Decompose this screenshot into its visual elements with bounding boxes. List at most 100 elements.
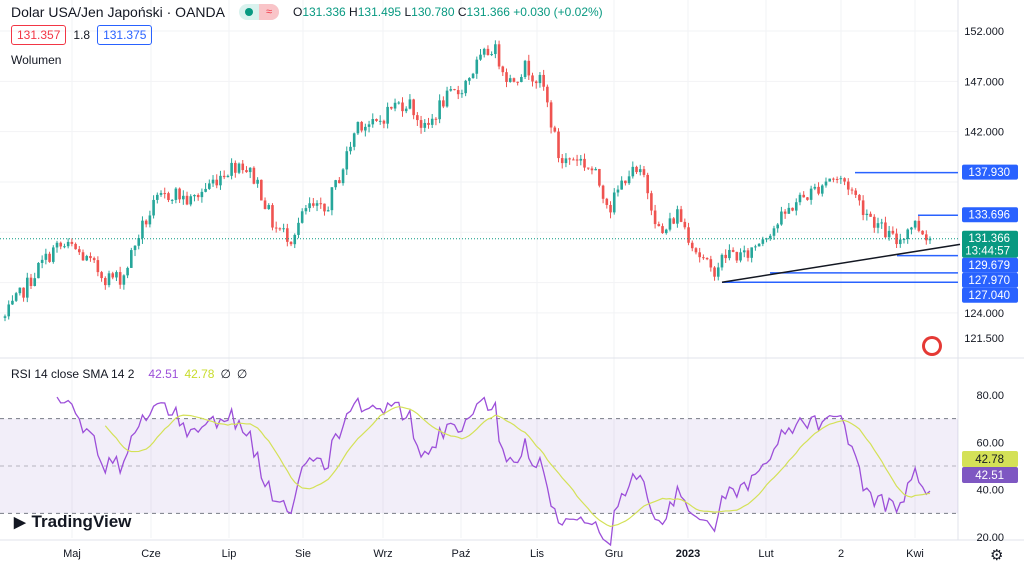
rsi-sma-line: [104, 406, 931, 528]
candle: [63, 246, 66, 248]
candle: [81, 252, 85, 261]
candle: [59, 242, 63, 247]
time-tick: Cze: [141, 548, 161, 560]
candle: [29, 277, 33, 286]
candle: [445, 90, 449, 107]
candle: [196, 194, 200, 198]
candle: [765, 238, 768, 240]
market-status[interactable]: ≈: [238, 4, 279, 20]
candle: [735, 251, 739, 261]
price-label-line[interactable]: 127.970: [962, 272, 1018, 288]
candle: [624, 180, 627, 184]
price-tick: 152.000: [964, 26, 1004, 38]
price-label-bg: [962, 207, 1018, 223]
candle: [865, 213, 869, 216]
settings-gear-icon[interactable]: ⚙: [990, 547, 1004, 564]
candle: [806, 197, 809, 200]
rsi-name: RSI 14 close SMA 14 2: [11, 367, 135, 381]
candle: [664, 229, 668, 234]
bid-ask: 131.357 1.8 131.375: [11, 25, 153, 45]
time-tick: Maj: [63, 548, 81, 560]
candle: [111, 273, 115, 278]
candle: [906, 229, 910, 240]
candle: [512, 78, 516, 82]
candle: [66, 241, 70, 247]
candle: [475, 59, 479, 74]
close-value: 131.366: [466, 5, 510, 19]
candle: [193, 194, 196, 197]
candle: [226, 175, 230, 178]
candle: [880, 222, 884, 224]
candle: [211, 179, 215, 184]
empty-value: ∅: [220, 367, 231, 381]
price-label-text: 131.366: [968, 233, 1010, 245]
candle: [185, 195, 189, 205]
candle: [378, 120, 382, 122]
candle: [709, 259, 713, 268]
candle: [876, 223, 880, 228]
candle: [419, 120, 423, 128]
tradingview-logo[interactable]: ▶ TradingView: [14, 512, 131, 532]
change-value: +0.030 (+0.02%): [513, 5, 603, 19]
price-label-bg: [962, 272, 1018, 288]
candle: [115, 272, 118, 278]
price-label-line[interactable]: 129.679: [962, 257, 1018, 273]
chart-header: Dolar USA/Jen Japoński · OANDA ≈ O131.33…: [11, 4, 603, 20]
candle: [404, 108, 408, 112]
candle: [130, 250, 133, 268]
candle: [278, 228, 282, 230]
candle: [516, 81, 519, 83]
candle: [408, 99, 412, 109]
candle: [92, 258, 96, 261]
price-label-line[interactable]: 137.930: [962, 164, 1018, 180]
us-flag-icon-inner: [925, 339, 939, 353]
candle: [427, 122, 430, 125]
candle: [423, 122, 427, 128]
candle: [271, 205, 274, 228]
candle: [401, 102, 404, 112]
low-value: 130.780: [411, 5, 455, 19]
candle: [895, 233, 898, 245]
candle: [442, 100, 445, 107]
candle: [638, 169, 642, 173]
candle: [364, 126, 367, 131]
candle: [586, 167, 590, 169]
candle: [542, 74, 545, 87]
candle: [170, 199, 174, 201]
candle: [705, 257, 709, 260]
candle: [757, 243, 761, 247]
candle: [297, 222, 300, 235]
candle: [148, 215, 152, 225]
candle: [913, 220, 917, 228]
buy-button[interactable]: 131.375: [97, 25, 153, 45]
candle: [869, 213, 872, 217]
sell-button[interactable]: 131.357: [11, 25, 67, 45]
candle: [497, 44, 501, 67]
candle: [616, 189, 620, 193]
candle: [702, 257, 705, 259]
price-label-text: 137.930: [968, 167, 1010, 179]
candle: [390, 106, 393, 109]
candle: [219, 175, 222, 186]
candle: [780, 211, 783, 225]
candle: [635, 166, 638, 173]
candle: [824, 181, 828, 186]
price-label-line[interactable]: 133.696: [962, 207, 1018, 223]
rsi-legend[interactable]: RSI 14 close SMA 14 2 42.51 42.78 ∅ ∅: [11, 367, 247, 381]
logo-text: TradingView: [31, 512, 132, 531]
open-value: 131.336: [302, 5, 346, 19]
price-label-line[interactable]: 127.040: [962, 287, 1018, 303]
candle: [107, 273, 111, 286]
time-tick: Kwi: [906, 548, 924, 560]
volume-legend[interactable]: Wolumen: [11, 53, 62, 67]
candle: [534, 81, 538, 84]
candle: [724, 254, 727, 259]
candle: [683, 221, 687, 228]
price-tick: 121.500: [964, 333, 1004, 345]
candle: [215, 179, 219, 186]
candle: [375, 119, 378, 121]
symbol-title[interactable]: Dolar USA/Jen Japoński · OANDA: [11, 4, 225, 20]
market-open-dot-icon: [244, 8, 253, 16]
